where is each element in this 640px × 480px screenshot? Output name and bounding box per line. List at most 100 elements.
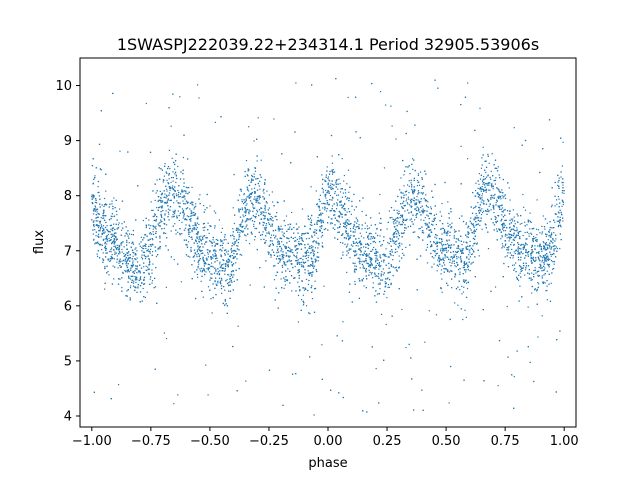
data-point — [334, 217, 336, 219]
data-point — [189, 215, 192, 217]
data-point — [165, 197, 167, 199]
data-point — [268, 223, 271, 226]
data-point — [440, 287, 442, 289]
data-point — [365, 231, 368, 233]
data-point — [236, 229, 238, 231]
data-point — [182, 156, 184, 159]
data-point — [182, 200, 184, 202]
data-point — [320, 227, 322, 229]
data-point — [128, 233, 131, 235]
data-point — [254, 227, 256, 230]
data-point — [531, 257, 533, 259]
data-point — [317, 247, 319, 249]
data-point — [517, 256, 520, 258]
data-point — [368, 227, 370, 229]
data-point — [325, 210, 328, 212]
data-point — [465, 223, 467, 225]
data-point — [93, 224, 95, 226]
data-point — [330, 223, 332, 225]
data-point — [331, 180, 333, 182]
data-point — [436, 234, 438, 237]
data-point — [123, 260, 125, 262]
data-point — [460, 258, 462, 260]
data-point — [125, 263, 127, 265]
data-point — [287, 268, 289, 270]
data-point — [481, 185, 483, 188]
data-point — [224, 289, 226, 291]
data-point — [467, 268, 469, 271]
data-point — [412, 231, 414, 233]
data-point — [376, 234, 379, 237]
data-point — [245, 239, 247, 242]
data-point — [426, 246, 428, 248]
data-point — [476, 215, 478, 217]
data-point — [308, 279, 310, 282]
data-point — [476, 243, 478, 245]
data-point — [175, 233, 177, 235]
data-point — [416, 258, 418, 260]
data-point — [398, 247, 400, 249]
data-point — [301, 264, 303, 266]
data-point — [378, 265, 381, 267]
data-point — [468, 250, 470, 252]
data-point — [255, 213, 257, 215]
data-point — [479, 209, 481, 211]
data-point — [538, 283, 540, 285]
data-point — [145, 256, 147, 258]
data-point — [234, 242, 236, 244]
data-point — [331, 208, 333, 210]
data-point — [150, 224, 152, 227]
data-point — [271, 242, 274, 245]
data-point — [297, 243, 300, 245]
data-point — [198, 260, 200, 262]
data-point — [152, 209, 154, 211]
data-point — [206, 267, 208, 270]
data-point — [127, 259, 129, 261]
data-point — [528, 268, 530, 271]
data-point — [371, 262, 373, 264]
data-point — [512, 235, 515, 237]
data-point — [516, 227, 518, 229]
data-point — [318, 198, 320, 201]
data-point — [463, 266, 465, 269]
data-point — [310, 219, 313, 221]
data-point — [346, 271, 348, 274]
data-point — [559, 248, 561, 250]
data-point — [382, 268, 384, 270]
data-point — [514, 223, 516, 225]
data-point — [409, 244, 411, 246]
data-point — [545, 258, 547, 260]
data-point — [474, 206, 476, 209]
data-point — [91, 165, 94, 167]
data-point — [230, 251, 233, 253]
data-point — [467, 225, 470, 227]
data-point — [200, 250, 202, 252]
data-point — [450, 226, 453, 228]
data-point — [173, 211, 175, 214]
data-point — [478, 173, 481, 175]
data-point — [463, 262, 465, 265]
data-point — [109, 224, 112, 227]
data-point — [348, 197, 350, 200]
data-point — [104, 245, 107, 247]
data-point — [129, 254, 131, 256]
data-point — [354, 250, 356, 252]
data-point — [180, 281, 182, 283]
data-point — [533, 235, 535, 238]
data-point — [437, 259, 439, 261]
data-point — [532, 256, 535, 258]
data-point — [446, 239, 448, 241]
data-point — [297, 321, 300, 323]
data-point — [199, 246, 201, 248]
data-point — [276, 251, 278, 254]
data-point — [137, 286, 139, 288]
data-point — [441, 252, 443, 254]
data-point — [201, 275, 203, 277]
data-point — [166, 179, 168, 182]
data-point — [479, 178, 482, 180]
data-point — [144, 234, 146, 236]
data-point — [113, 197, 115, 199]
data-point — [238, 236, 240, 238]
data-point — [237, 325, 239, 327]
data-point — [270, 256, 272, 258]
